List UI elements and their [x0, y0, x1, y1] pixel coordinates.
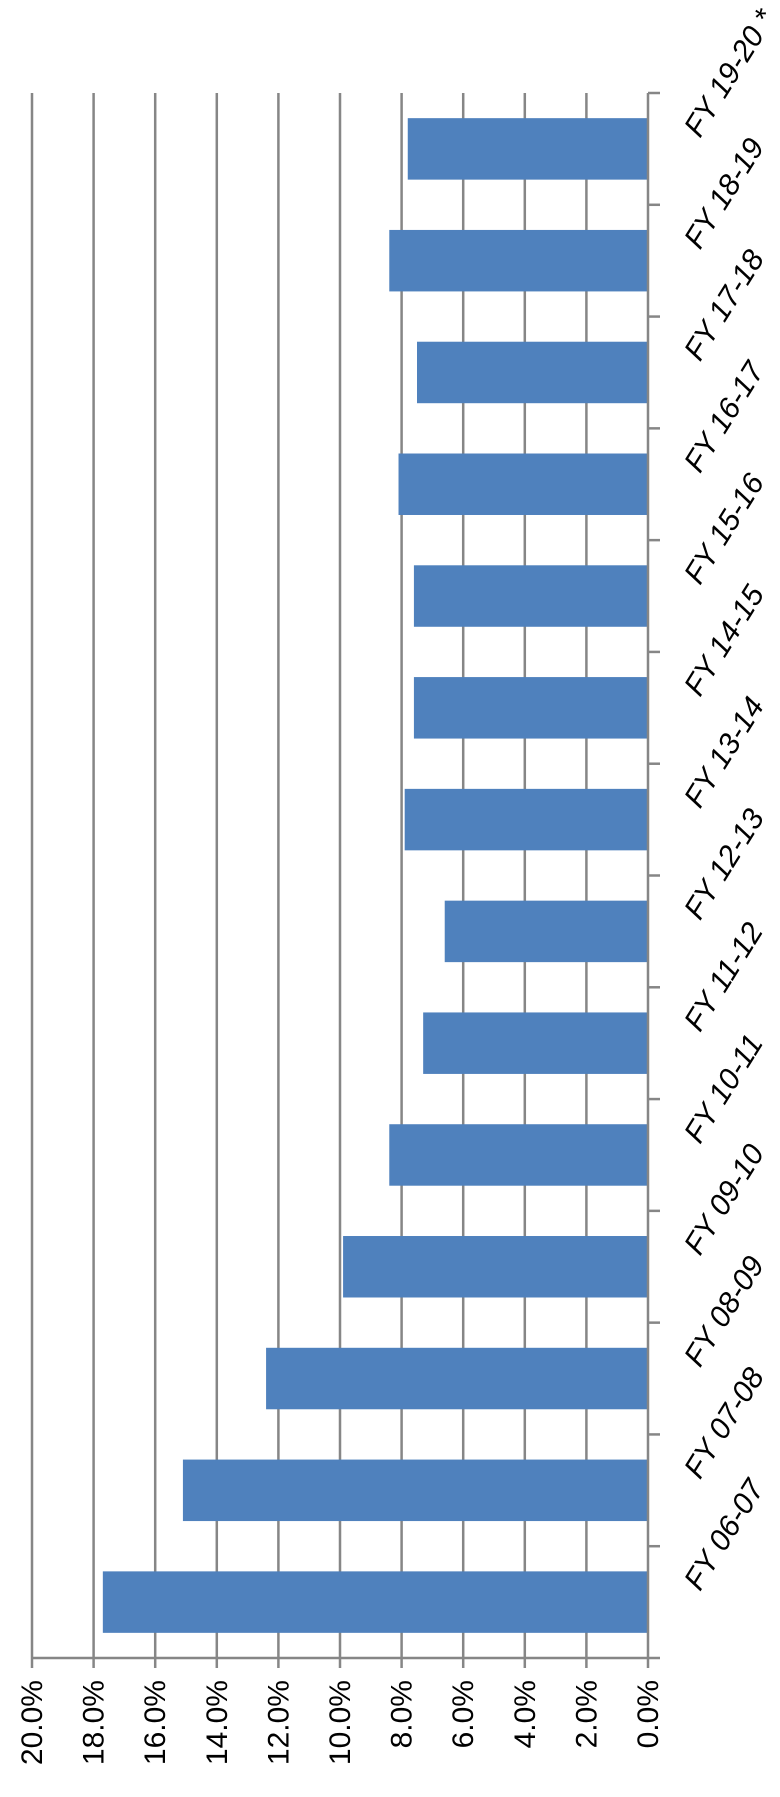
bar [417, 341, 648, 404]
category-tick-label: FY 13-14 [678, 692, 771, 814]
bar [398, 453, 648, 515]
value-axis-labels: 0.0% 2.0% 4.0% 6.0% 8.0% 10.0% 12.0% 14.0% 16.0%… [16, 1680, 665, 1765]
value-tick-label: 4.0% [509, 1680, 542, 1748]
bar [343, 1236, 648, 1298]
category-tick-label: FY 06-07 [678, 1473, 772, 1596]
bar [407, 118, 648, 180]
category-tick-label: FY 18-19 [678, 132, 771, 254]
category-tick-label: FY 09-10 [678, 1139, 771, 1261]
bar [182, 1459, 649, 1522]
category-tick-label: FY 16-17 [678, 355, 772, 478]
bar [444, 900, 648, 963]
value-tick-label: 20.0% [16, 1680, 49, 1765]
category-tick-label: FY 10-11 [678, 1029, 770, 1149]
bar [413, 677, 648, 739]
category-tick-label: FY 08-09 [678, 1250, 771, 1372]
value-tick-label: 8.0% [386, 1680, 419, 1748]
value-tick-label: 14.0% [201, 1680, 234, 1765]
category-tick-label: FY 19-20 * [678, 3, 780, 143]
category-tick-label: FY 15-16 [678, 468, 771, 590]
value-tick-label: 10.0% [324, 1680, 357, 1765]
bar [266, 1347, 648, 1410]
bar [389, 1124, 648, 1186]
category-axis [30, 91, 660, 1668]
value-tick-label: 0.0% [632, 1680, 665, 1748]
bar [404, 788, 648, 851]
category-tick-label: FY 12-13 [678, 803, 771, 925]
value-tick-label: 18.0% [78, 1680, 111, 1765]
category-tick-label: FY 14-15 [678, 580, 771, 702]
bar [102, 1571, 649, 1633]
category-tick-label: FY 07-08 [678, 1362, 771, 1484]
value-tick-label: 2.0% [570, 1680, 603, 1748]
bars [102, 118, 649, 1633]
bar [413, 565, 648, 627]
value-tick-label: 16.0% [139, 1680, 172, 1765]
value-tick-label: 6.0% [447, 1680, 480, 1748]
bar [423, 1012, 648, 1074]
category-tick-label: FY 17-18 [678, 244, 771, 366]
gridlines [30, 93, 588, 1658]
bar [389, 229, 648, 292]
value-tick-label: 12.0% [262, 1680, 295, 1765]
category-tick-label: FY 11-12 [678, 917, 770, 1037]
